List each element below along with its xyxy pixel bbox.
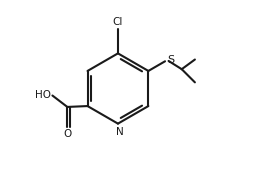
Text: Cl: Cl	[113, 17, 123, 27]
Text: S: S	[167, 55, 174, 65]
Text: HO: HO	[35, 90, 51, 100]
Text: N: N	[116, 127, 124, 137]
Text: O: O	[64, 129, 72, 139]
